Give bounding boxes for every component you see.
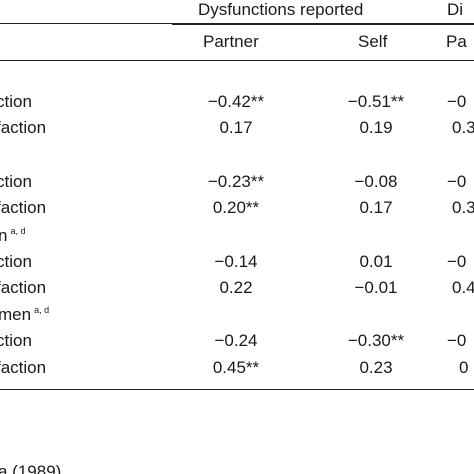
table-cell: 0.4	[452, 278, 474, 297]
group-header-truncated: Di	[447, 0, 464, 19]
row-label: ction	[0, 172, 32, 191]
table-cell: 0.17	[219, 118, 253, 137]
table-cell: 0.01	[359, 252, 393, 271]
table-cell: 0.45**	[212, 358, 260, 377]
section-superscript: a, d	[10, 226, 26, 236]
table-cell: −0	[447, 331, 467, 350]
row-label: faction	[0, 198, 47, 217]
row-label: ction	[0, 331, 32, 350]
table-cell: −0	[447, 92, 467, 111]
table-cell: −0.30**	[347, 331, 405, 350]
table-cell: −0.01	[354, 278, 398, 297]
section-label: men a, d	[0, 305, 50, 324]
row-label: faction	[0, 358, 47, 377]
table-cell: −0.14	[214, 252, 258, 271]
column-header-self: Self	[358, 32, 388, 51]
column-header-partner: Partner	[203, 32, 259, 51]
group-header-dysfunctions-reported: Dysfunctions reported	[198, 0, 364, 19]
table-cell: 0.17	[359, 198, 393, 217]
table-cell: −0.23**	[207, 172, 265, 191]
table-cell: 0.19	[359, 118, 393, 137]
row-label: faction	[0, 278, 47, 297]
footnote: a (1989)	[0, 462, 62, 474]
table-cell: 0.22	[219, 278, 253, 297]
section-superscript: a, d	[34, 305, 50, 315]
column-header-truncated: Pa	[446, 32, 467, 51]
table-cell: −0.51**	[347, 92, 405, 111]
row-label: ction	[0, 92, 32, 111]
table-cell: −0.24	[214, 331, 258, 350]
table-cell: −0	[447, 252, 467, 271]
table-cell: 0.3	[452, 198, 474, 217]
table-cell: −0.08	[354, 172, 398, 191]
table-cell: 0.3	[452, 118, 474, 137]
table-cell: −0.42**	[207, 92, 265, 111]
section-label: n a, d	[0, 226, 26, 245]
header-bottom-rule	[0, 60, 474, 61]
row-label: faction	[0, 118, 47, 137]
table-cell: −0	[447, 172, 467, 191]
row-label: ction	[0, 252, 32, 271]
group-header-rule	[172, 24, 474, 25]
table-cell: 0.20**	[212, 198, 260, 217]
table-cell: 0	[459, 358, 469, 377]
table-bottom-rule	[0, 389, 474, 390]
header-top-rule	[0, 23, 474, 24]
table-cell: 0.23	[359, 358, 393, 377]
